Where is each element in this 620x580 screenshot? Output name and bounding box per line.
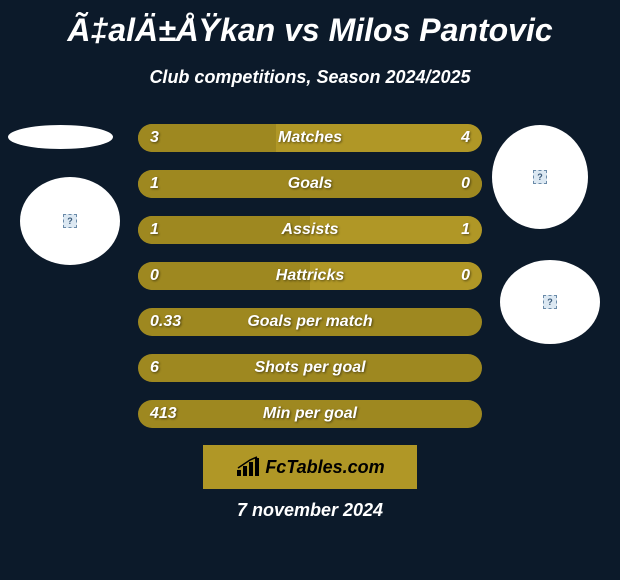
player-right-crest bbox=[492, 125, 588, 229]
player-left-avatar bbox=[20, 177, 120, 265]
stat-value-left: 1 bbox=[150, 175, 159, 193]
stat-label: Goals bbox=[288, 175, 332, 193]
comparison-subtitle: Club competitions, Season 2024/2025 bbox=[0, 67, 620, 88]
stat-value-left: 413 bbox=[150, 405, 177, 423]
comparison-title: Ã‡alÄ±ÅŸkan vs Milos Pantovic bbox=[0, 0, 620, 49]
stat-fill-left bbox=[138, 170, 403, 198]
stat-row: 1 Goals 0 bbox=[138, 170, 482, 198]
stat-rows-container: 3 Matches 4 1 Goals 0 1 Assists 1 0 Hattricks 0 0.33… bbox=[138, 124, 482, 446]
image-placeholder-icon bbox=[533, 170, 547, 184]
stat-label: Goals per match bbox=[247, 313, 372, 331]
stat-label: Min per goal bbox=[263, 405, 357, 423]
stat-value-right: 1 bbox=[461, 221, 470, 239]
stat-fill-right bbox=[403, 170, 482, 198]
stat-row: 413 Min per goal bbox=[138, 400, 482, 428]
stat-value-left: 3 bbox=[150, 129, 159, 147]
stat-label: Shots per goal bbox=[254, 359, 365, 377]
stat-value-left: 0.33 bbox=[150, 313, 181, 331]
stat-value-left: 6 bbox=[150, 359, 159, 377]
fctables-badge[interactable]: FcTables.com bbox=[203, 445, 417, 489]
stat-row: 6 Shots per goal bbox=[138, 354, 482, 382]
comparison-date: 7 november 2024 bbox=[237, 500, 383, 521]
stat-row: 0 Hattricks 0 bbox=[138, 262, 482, 290]
stat-label: Hattricks bbox=[276, 267, 344, 285]
image-placeholder-icon bbox=[63, 214, 77, 228]
stat-row: 1 Assists 1 bbox=[138, 216, 482, 244]
stat-value-left: 1 bbox=[150, 221, 159, 239]
image-placeholder-icon bbox=[543, 295, 557, 309]
stat-value-right: 0 bbox=[461, 267, 470, 285]
stat-row: 0.33 Goals per match bbox=[138, 308, 482, 336]
stat-value-right: 4 bbox=[461, 129, 470, 147]
player-left-crest-shadow bbox=[8, 125, 113, 149]
stat-label: Assists bbox=[282, 221, 339, 239]
stat-value-right: 0 bbox=[461, 175, 470, 193]
player-right-avatar bbox=[500, 260, 600, 344]
stat-row: 3 Matches 4 bbox=[138, 124, 482, 152]
stat-label: Matches bbox=[278, 129, 342, 147]
fctables-logo-icon bbox=[235, 456, 261, 478]
fctables-label: FcTables.com bbox=[265, 457, 384, 478]
stat-value-left: 0 bbox=[150, 267, 159, 285]
